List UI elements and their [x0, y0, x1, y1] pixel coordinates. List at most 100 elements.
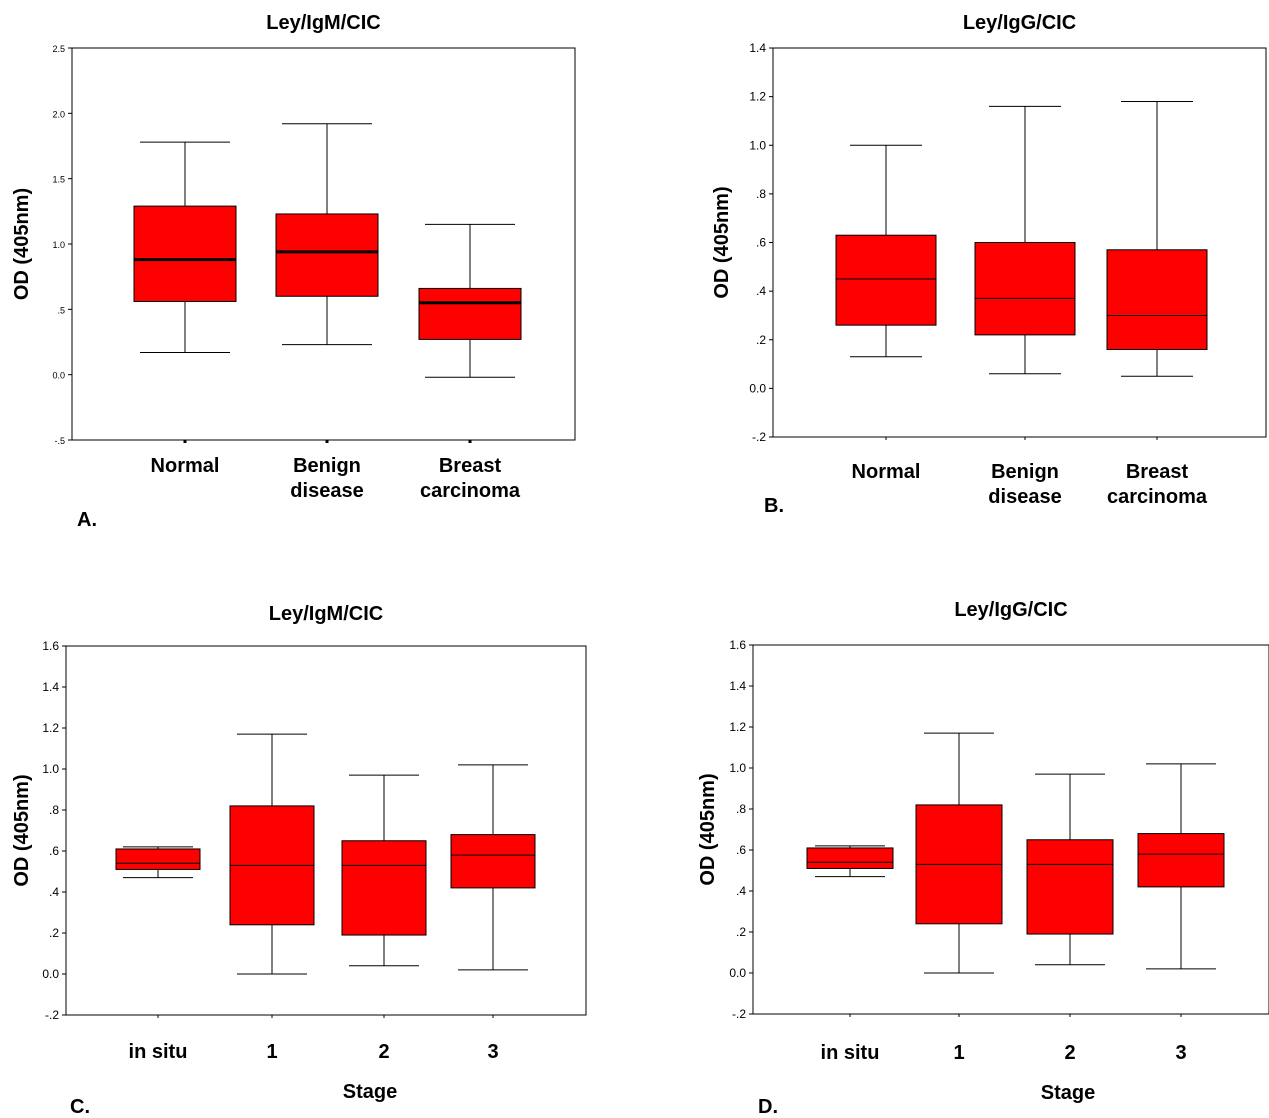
x-category-label-c: 1 [266, 1041, 277, 1063]
y-tick-label-b: .4 [756, 284, 766, 298]
x-category-line: carcinoma [1107, 486, 1208, 508]
iqr-box [1106, 249, 1208, 350]
x-category-line: 2 [378, 1041, 389, 1063]
y-tick-label-b: 1.0 [749, 138, 766, 152]
box-c-0 [115, 846, 201, 879]
chart-d-title: Ley/IgG/CIC [954, 599, 1067, 621]
y-tick-label-d: .8 [736, 802, 746, 816]
box-c-2 [341, 774, 427, 967]
panel-letter-a: A. [77, 509, 97, 531]
y-tick-label-a: 2.5 [52, 44, 65, 54]
x-category-line: Benign [293, 455, 361, 477]
chart-b-svg: Ley/IgG/CIC -.2 0.0 .2 .4 .6 .8 1.0 1.2 1.4 OD (40… [711, 12, 1267, 517]
y-tick-label-b: 1.2 [749, 90, 766, 104]
x-category-label-c: in situ [129, 1041, 188, 1063]
y-tick-label-c: .4 [49, 885, 59, 899]
y-tick-label-d: 1.6 [729, 638, 746, 652]
iqr-box [974, 242, 1076, 336]
x-category-line: 1 [953, 1042, 964, 1064]
y-tick-label-d: .6 [736, 843, 746, 857]
x-category-line: carcinoma [420, 480, 521, 502]
y-tick-label-d: 1.4 [729, 679, 746, 693]
box-a-1 [275, 123, 379, 346]
y-tick-label-c: 0.0 [42, 967, 59, 981]
iqr-box [450, 834, 536, 889]
y-tick-label-d: 1.2 [729, 720, 746, 734]
y-tick-label-d: 1.0 [729, 761, 746, 775]
box-d-3 [1137, 763, 1225, 970]
x-category-label-b: Normal [852, 461, 921, 483]
x-category-line: Breast [1126, 461, 1189, 483]
box-b-1 [974, 105, 1076, 375]
y-tick-label-b: .6 [756, 236, 766, 250]
y-tick-label-a: 0.0 [52, 371, 65, 381]
y-tick-label-c: 1.0 [42, 762, 59, 776]
y-tick-label-d: -.2 [732, 1007, 746, 1021]
iqr-box [806, 847, 894, 869]
x-category-label-a: Benign disease [290, 455, 363, 502]
x-category-line: disease [988, 486, 1061, 508]
iqr-box [133, 205, 237, 302]
x-category-line: Breast [439, 455, 502, 477]
box-b-2 [1106, 100, 1208, 377]
x-category-label-d: 2 [1064, 1042, 1075, 1064]
x-category-line: Benign [991, 461, 1059, 483]
y-tick-label-c: 1.6 [42, 639, 59, 653]
x-category-label-c: 3 [487, 1041, 498, 1063]
x-category-line: disease [290, 480, 363, 502]
y-tick-label-d: .2 [736, 925, 746, 939]
box-d-0 [806, 845, 894, 878]
iqr-box [275, 213, 379, 297]
y-tick-label-a: 2.0 [52, 109, 65, 119]
x-category-line: in situ [129, 1041, 188, 1063]
y-tick-label-c: .8 [49, 803, 59, 817]
x-category-label-b: Breast carcinoma [1107, 461, 1208, 508]
x-category-line: 1 [266, 1041, 277, 1063]
y-tick-label-a: .5 [57, 305, 65, 315]
box-d-2 [1026, 773, 1114, 966]
chart-c-title: Ley/IgM/CIC [269, 603, 383, 625]
x-category-label-c: 2 [378, 1041, 389, 1063]
panel-letter-b: B. [764, 495, 784, 517]
box-b-0 [835, 144, 937, 358]
chart-a-title: Ley/IgM/CIC [266, 12, 380, 34]
panel-letter-c: C. [70, 1096, 90, 1118]
x-category-label-d: 3 [1175, 1042, 1186, 1064]
y-tick-label-b: 1.4 [749, 41, 766, 55]
panel-c: Ley/IgM/CIC -.2 0.0 .2 .4 .6 .8 1.0 1.2 1.4 1.6 OD … [0, 585, 600, 1118]
iqr-box [341, 840, 427, 936]
chart-c-plot-area [65, 645, 587, 1016]
chart-c-ylabel: OD (405nm) [11, 774, 33, 886]
x-category-label-a: Normal [151, 455, 220, 477]
chart-d-xlabel: Stage [1041, 1082, 1095, 1104]
iqr-box [418, 287, 522, 340]
y-tick-label-b: .2 [756, 333, 766, 347]
x-category-line: in situ [821, 1042, 880, 1064]
x-category-line: 3 [1175, 1042, 1186, 1064]
iqr-box [835, 234, 937, 326]
box-d-1 [915, 732, 1003, 974]
box-a-2 [418, 223, 522, 378]
y-tick-label-d: 0.0 [729, 966, 746, 980]
x-category-label-a: Breast carcinoma [420, 455, 521, 502]
chart-a-svg: Ley/IgM/CIC -.5 0.0 .5 1.0 1.5 2.0 2.5 OD (405nm… [11, 12, 576, 531]
chart-d-svg: Ley/IgG/CIC -.2 0.0 .2 .4 .6 .8 1.0 1.2 1.4 1.6 OD … [697, 599, 1269, 1118]
panel-b: Ley/IgG/CIC -.2 0.0 .2 .4 .6 .8 1.0 1.2 1.4 OD (40… [660, 0, 1269, 540]
y-tick-label-c: -.2 [45, 1008, 59, 1022]
panel-a: Ley/IgM/CIC -.5 0.0 .5 1.0 1.5 2.0 2.5 OD (405nm… [0, 0, 600, 540]
y-tick-label-b: -.2 [752, 430, 766, 444]
x-category-label-d: in situ [821, 1042, 880, 1064]
x-category-line: Normal [852, 461, 921, 483]
y-tick-label-b: 0.0 [749, 381, 766, 395]
iqr-box [115, 848, 201, 870]
y-tick-label-c: 1.4 [42, 680, 59, 694]
chart-d-plot-area [752, 644, 1269, 1015]
iqr-box [1137, 833, 1225, 888]
x-category-line: 3 [487, 1041, 498, 1063]
chart-c-svg: Ley/IgM/CIC -.2 0.0 .2 .4 .6 .8 1.0 1.2 1.4 1.6 OD … [11, 603, 587, 1118]
chart-b-title: Ley/IgG/CIC [963, 12, 1076, 34]
box-a-0 [133, 141, 237, 353]
panel-d: Ley/IgG/CIC -.2 0.0 .2 .4 .6 .8 1.0 1.2 1.4 1.6 OD … [660, 585, 1269, 1118]
chart-b-ylabel: OD (405nm) [711, 186, 733, 298]
y-tick-label-a: 1.0 [52, 240, 65, 250]
